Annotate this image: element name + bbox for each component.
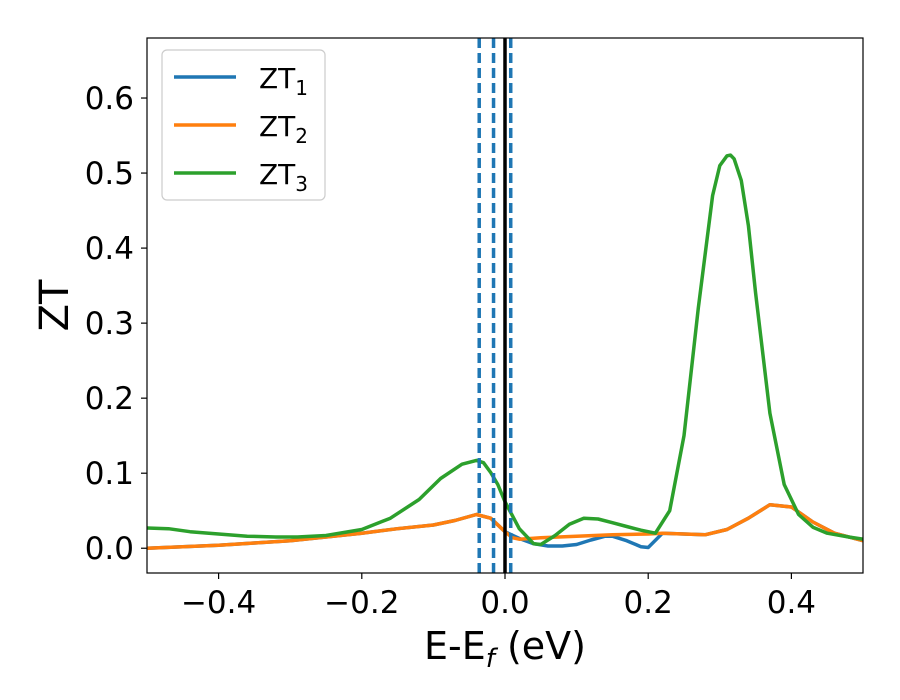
y-tick-label: 0.0 (85, 531, 134, 567)
y-tick-label: 0.5 (85, 156, 134, 192)
x-tick-label: −0.2 (324, 585, 399, 621)
x-tick-label: −0.4 (181, 585, 256, 621)
y-axis-label: ZT (32, 279, 78, 331)
y-tick-label: 0.3 (85, 306, 134, 342)
legend-box (161, 49, 326, 201)
series-line-2 (147, 502, 863, 550)
plot-area (147, 38, 863, 573)
x-axis-label: E-Ef (eV) (424, 624, 586, 674)
axes: −0.4 −0.2 0.0 0.2 0.4 0.0 0.1 0.2 0.3 0.4 0.5 0.6 E-… (32, 37, 864, 674)
y-tick-label: 0.2 (85, 381, 134, 417)
series-line-3 (147, 153, 863, 547)
y-tick-label: 0.6 (85, 81, 134, 117)
legend-label-2: ZT2 (259, 110, 308, 148)
legend: ZT1 ZT2 ZT3 (161, 49, 326, 201)
legend-label-1: ZT1 (259, 62, 308, 100)
legend-label-3: ZT3 (259, 158, 308, 196)
y-tick-label: 0.4 (85, 231, 134, 267)
x-tick-label: 0.0 (480, 585, 529, 621)
x-tick-label: 0.4 (767, 585, 816, 621)
plot-clip-group (147, 38, 863, 573)
y-tick-label: 0.1 (85, 456, 134, 492)
x-tick-label: 0.2 (624, 585, 673, 621)
